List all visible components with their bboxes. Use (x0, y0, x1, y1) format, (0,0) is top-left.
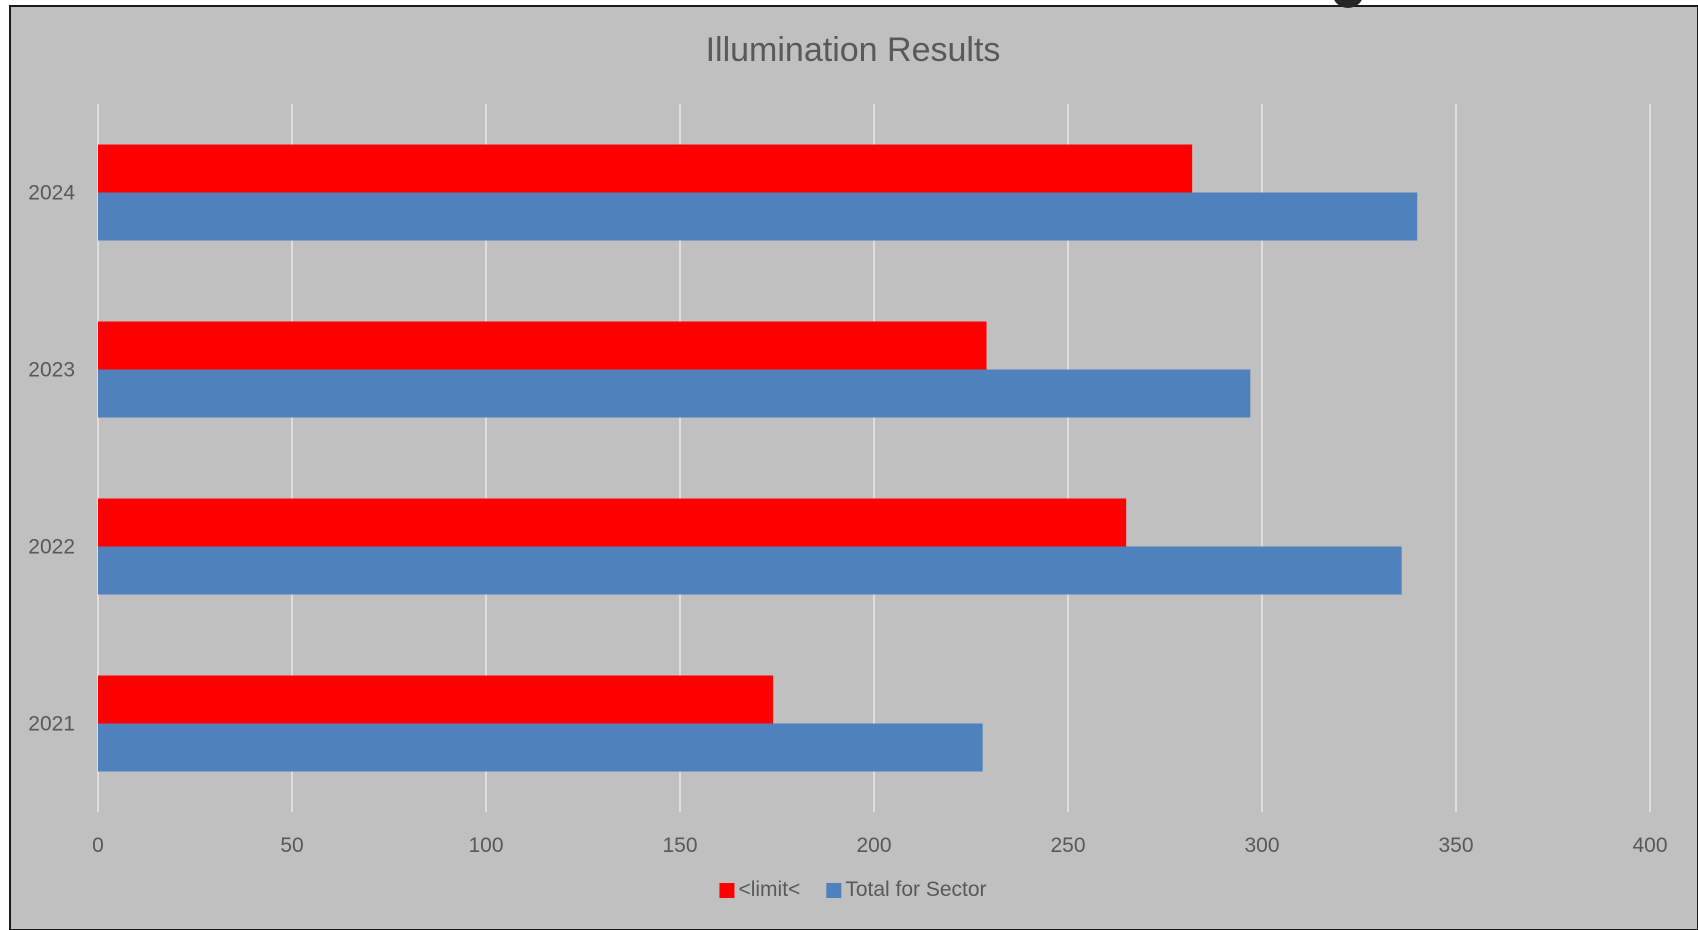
x-tick-label: 250 (1050, 834, 1085, 857)
corner-dot-icon (1334, 0, 1362, 8)
bar (98, 144, 1193, 193)
x-tick-label: 200 (856, 834, 891, 857)
bar (98, 192, 1418, 241)
x-tick-label: 150 (662, 834, 697, 857)
y-category-label: 2023 (28, 359, 75, 382)
legend-label: Total for Sector (845, 878, 986, 901)
legend-swatch (719, 883, 735, 898)
y-category-label: 2024 (28, 182, 75, 205)
bar (98, 498, 1127, 547)
bars (98, 144, 1418, 772)
x-tick-label: 400 (1632, 834, 1667, 857)
x-tick-label: 300 (1244, 834, 1279, 857)
bar (98, 321, 987, 370)
x-tick-label: 0 (92, 834, 104, 857)
x-tick-label: 50 (280, 834, 303, 857)
legend: <limit< Total for Sector (719, 878, 987, 901)
legend-swatch (826, 883, 842, 898)
y-category-label: 2021 (28, 713, 75, 736)
y-axis-category-labels: 2021 2022 2023 2024 (28, 182, 75, 736)
x-tick-label: 350 (1438, 834, 1473, 857)
x-tick-label: 100 (468, 834, 503, 857)
bar (98, 546, 1402, 595)
bar (98, 723, 983, 772)
y-category-label: 2022 (28, 536, 75, 559)
legend-label: <limit< (738, 878, 800, 901)
bar (98, 675, 774, 724)
bar (98, 369, 1251, 418)
x-axis-tick-labels: 0 50 100 150 200 250 300 350 400 (92, 834, 1667, 857)
chart-title: Illumination Results (706, 31, 1001, 69)
